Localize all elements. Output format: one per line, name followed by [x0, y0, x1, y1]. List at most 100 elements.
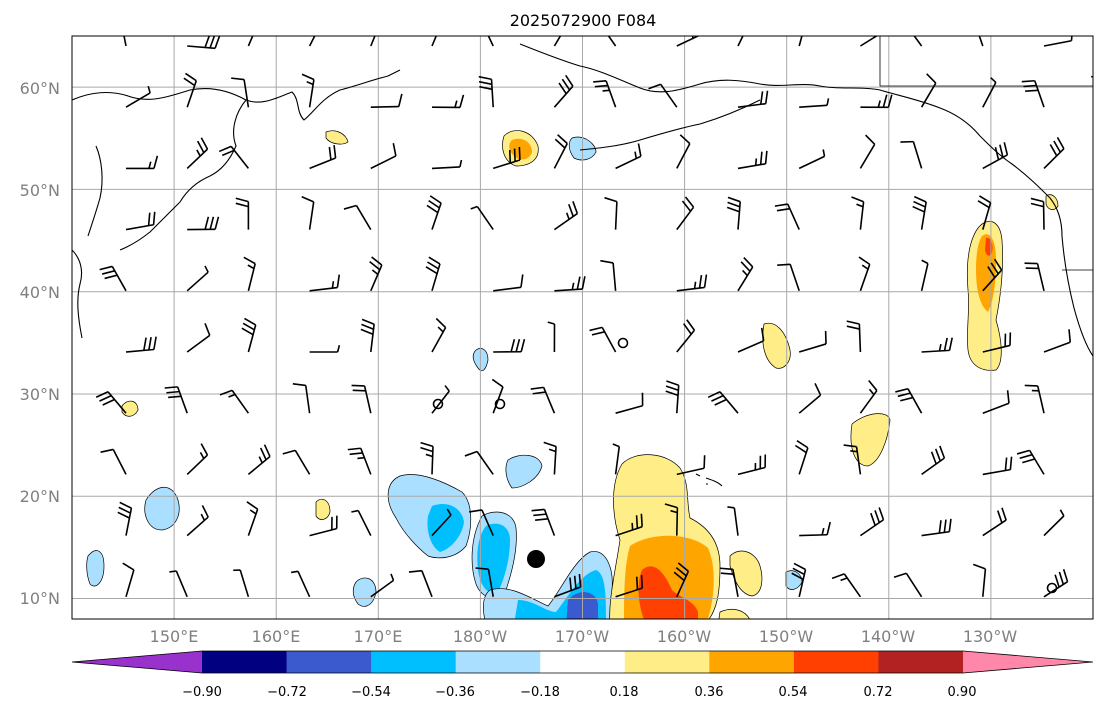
wind-barb [664, 503, 679, 536]
wind-barb [186, 265, 209, 292]
wind-barb [464, 450, 494, 475]
wind-barb [1043, 137, 1065, 169]
wind-barb [615, 143, 642, 170]
wind-barb [1043, 509, 1065, 537]
colorbar-tick-label: 0.18 [610, 685, 639, 700]
wind-barb [673, 562, 690, 598]
wind-barb [676, 455, 706, 476]
wind-barb [859, 507, 885, 537]
wind-barb [301, 73, 315, 108]
negative-anomaly-core [427, 503, 464, 552]
wind-barb [309, 515, 338, 537]
lon-label: 170°W [555, 627, 610, 646]
wind-barb [982, 507, 1007, 537]
wind-barb [676, 196, 695, 231]
wind-barb [125, 211, 156, 231]
wind-barb [231, 77, 250, 108]
wind-barb [408, 569, 433, 598]
wind-barb [351, 509, 372, 536]
wind-barb [186, 322, 211, 353]
coastlines [72, 36, 1093, 487]
wind-barb [737, 454, 767, 476]
map-frame [71, 35, 1094, 620]
wind-barb [600, 259, 617, 291]
wind-barb [977, 195, 992, 230]
wind-barb [912, 195, 927, 230]
wind-barb [425, 256, 441, 292]
wind-barb [351, 384, 372, 414]
colorbar-tick-label: 0.54 [779, 685, 808, 700]
wind-barb [858, 256, 871, 292]
wind-barb [1030, 197, 1045, 230]
wind-barb [798, 330, 827, 353]
wind-barb [530, 386, 556, 414]
wind-barbs [95, 36, 1093, 598]
wind-barb [798, 36, 803, 47]
colorbar-extend-min [72, 651, 202, 673]
wind-barb [370, 36, 376, 47]
wind-barb [982, 77, 997, 108]
wind-barb [431, 385, 450, 414]
negative-anomaly-region [352, 577, 377, 607]
colorbar-segment [540, 651, 626, 673]
aleutian-chain [579, 99, 761, 151]
wind-barb [794, 440, 809, 475]
wind-barb [292, 383, 311, 414]
wind-barb [470, 205, 494, 231]
wind-barb [290, 570, 311, 598]
wind-barb [737, 36, 744, 47]
wind-barb [347, 447, 372, 475]
positive-anomaly-region [315, 498, 331, 520]
wind-barb [309, 145, 337, 170]
wind-barb [648, 83, 678, 108]
wind-barb [431, 159, 463, 170]
positive-anomaly-region [718, 609, 750, 619]
wind-barb [921, 518, 952, 537]
wind-barb [774, 203, 800, 230]
colorbar-tick-label: −0.54 [351, 685, 391, 700]
positive-anomaly-region [850, 413, 891, 467]
japan-coastline [72, 249, 83, 339]
lon-label: 130°W [963, 627, 1018, 646]
wind-barb [183, 72, 198, 108]
wind-barb [246, 501, 259, 536]
wind-barb [235, 197, 250, 230]
colorbar-tick-label: −0.18 [520, 685, 560, 700]
wind-barb [241, 317, 257, 353]
colorbar-segment [878, 651, 964, 673]
wind-barb [893, 572, 923, 598]
wind-barb [1016, 449, 1045, 475]
wind-barb [282, 449, 311, 475]
hawaii-islands [695, 473, 723, 487]
wind-barb [492, 146, 521, 170]
wind-barb [1024, 384, 1045, 414]
positive-anomaly-strong [638, 566, 698, 619]
wind-barb [851, 196, 865, 230]
wind-barb [431, 317, 447, 353]
colorbar-tick-labels: −0.90 −0.72 −0.54 −0.36 −0.18 0.18 0.36 … [182, 685, 976, 700]
wind-barb [920, 259, 929, 291]
longitude-labels: 150°E 160°E 170°E 180°W 170°W 160°W 150°… [150, 627, 1018, 646]
colorbar-tick-label: 0.72 [864, 685, 893, 700]
wind-barb [615, 513, 643, 537]
wind-barb [737, 150, 768, 170]
negative-anomaly-region [86, 550, 105, 587]
wind-barb [1043, 329, 1072, 353]
wind-barb [554, 276, 586, 292]
colorbar-segment [793, 651, 879, 673]
wind-barb [547, 321, 556, 353]
wind-barb [913, 36, 923, 47]
wind-barb [125, 155, 159, 170]
lon-label: 150°W [759, 627, 814, 646]
wind-barb [1024, 262, 1045, 291]
colorbar-segment [455, 651, 541, 673]
wind-barb [554, 574, 582, 598]
colorbar-extend-max [963, 651, 1093, 673]
wind-barb [972, 563, 987, 597]
alaska-coastline [519, 43, 981, 137]
wind-barb [900, 140, 923, 169]
wind-barb [553, 201, 579, 231]
colorbar-segment [286, 651, 372, 673]
gridlines [72, 36, 1093, 619]
